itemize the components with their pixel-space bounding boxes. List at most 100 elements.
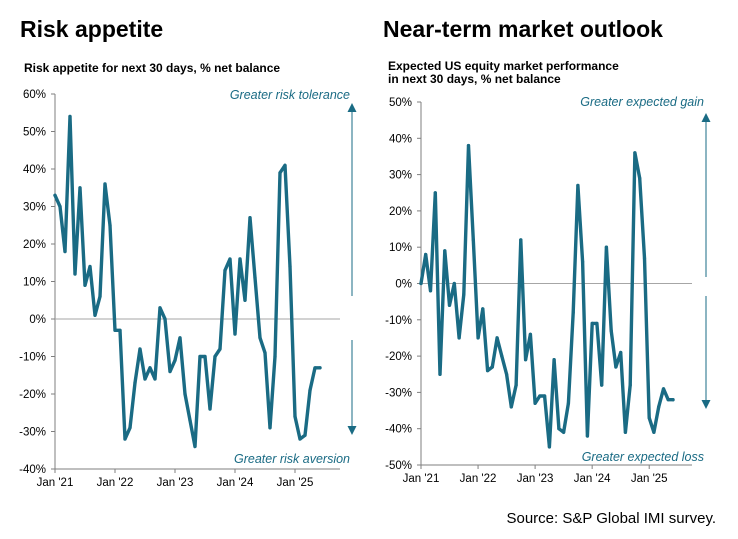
left-data-point <box>78 186 82 190</box>
left-data-point <box>208 407 212 411</box>
right-y-tick-label: -10% <box>385 315 412 327</box>
left-data-point <box>303 433 307 437</box>
left-data-point <box>243 298 247 302</box>
left-data-point <box>183 392 187 396</box>
left-data-point <box>178 336 182 340</box>
left-y-tick-label: 40% <box>23 164 46 176</box>
left-data-point <box>83 283 87 287</box>
right-x-tick-label: Jan '21 <box>403 473 440 485</box>
left-y-tick-label: -30% <box>19 427 46 439</box>
left-data-point <box>253 276 257 280</box>
left-data-point <box>88 264 92 269</box>
left-data-point <box>123 437 127 441</box>
left-y-tick-label: 60% <box>23 89 46 101</box>
right-annotation-top: Greater expected gain <box>580 95 704 109</box>
right-data-point <box>642 256 647 260</box>
left-data-point <box>193 444 197 449</box>
right-y-tick-label: 40% <box>389 133 412 145</box>
right-data-point <box>466 144 471 148</box>
left-data-point <box>288 264 292 269</box>
right-data-point <box>590 321 594 325</box>
left-data-point <box>98 294 102 299</box>
right-data-point <box>638 176 642 180</box>
left-y-tick-label: -40% <box>19 464 46 476</box>
right-y-tick-label: 0% <box>395 279 412 291</box>
right-data-point <box>566 401 571 405</box>
right-data-point <box>505 372 509 376</box>
right-data-point <box>481 307 485 311</box>
left-data-point <box>218 347 222 351</box>
left-data-point <box>278 171 282 175</box>
right-data-point <box>438 372 442 376</box>
left-data-point <box>133 381 137 385</box>
right-data-point <box>585 434 590 438</box>
right-data-point <box>571 310 575 315</box>
source-note: Source: S&P Global IMI survey. <box>506 510 716 527</box>
left-data-point <box>58 204 62 209</box>
left-data-point <box>168 369 172 374</box>
left-data-point <box>233 332 237 336</box>
left-data-point <box>263 351 267 355</box>
left-data-point <box>153 377 157 381</box>
right-data-point <box>457 336 461 340</box>
right-down-arrow-head <box>701 400 711 409</box>
right-y-tick-label: 30% <box>389 170 412 182</box>
right-data-point <box>647 416 651 420</box>
left-data-point <box>73 272 77 276</box>
left-data-point <box>143 377 147 381</box>
right-data-point <box>443 249 447 253</box>
right-data-point <box>452 281 456 286</box>
right-data-point <box>547 445 552 449</box>
right-data-point <box>562 430 566 434</box>
right-data-point <box>623 430 628 434</box>
right-data-point <box>495 336 499 340</box>
left-data-point <box>248 216 252 220</box>
left-data-point <box>258 336 262 340</box>
left-data-point <box>108 223 112 227</box>
right-data-point <box>462 292 466 296</box>
right-x-tick-label: Jan '24 <box>574 473 611 485</box>
left-data-point <box>298 437 302 441</box>
right-series-line <box>419 143 675 449</box>
right-data-point <box>447 303 452 307</box>
left-y-tick-label: 0% <box>29 314 46 326</box>
right-data-point <box>524 358 528 362</box>
left-series-line <box>53 114 322 449</box>
left-data-point <box>93 313 97 317</box>
left-data-point <box>318 366 322 370</box>
right-data-point <box>476 336 480 340</box>
right-data-point <box>581 260 585 264</box>
left-y-tick-label: -10% <box>19 352 46 364</box>
left-data-point <box>103 182 107 186</box>
left-data-point <box>228 257 232 261</box>
right-y-tick-label: 20% <box>389 206 412 218</box>
right-data-point <box>419 281 423 286</box>
left-x-tick-label: Jan '22 <box>97 477 134 489</box>
right-data-point <box>600 383 604 387</box>
left-data-point <box>283 163 287 167</box>
right-data-point <box>595 321 599 325</box>
right-y-tick-label: -50% <box>385 460 412 472</box>
right-data-point <box>538 394 542 398</box>
left-data-point <box>313 366 317 370</box>
left-data-point <box>128 426 132 430</box>
left-data-point <box>138 347 142 351</box>
left-data-point <box>63 249 67 254</box>
left-data-point <box>203 354 207 359</box>
left-y-tick-label: 30% <box>23 202 46 214</box>
right-y-tick-label: -30% <box>385 387 412 399</box>
right-data-point <box>543 394 547 398</box>
left-y-tick-label: 10% <box>23 277 46 289</box>
left-annotation-bottom: Greater risk aversion <box>234 452 350 466</box>
right-data-point <box>509 405 513 409</box>
right-data-point <box>661 387 666 391</box>
left-data-point <box>268 426 272 430</box>
left-data-point <box>148 366 152 370</box>
right-data-point <box>628 383 632 387</box>
left-data-point <box>223 268 227 272</box>
right-data-point <box>557 427 561 431</box>
left-down-arrow-head <box>347 426 357 435</box>
left-y-tick-label: 20% <box>23 239 46 251</box>
